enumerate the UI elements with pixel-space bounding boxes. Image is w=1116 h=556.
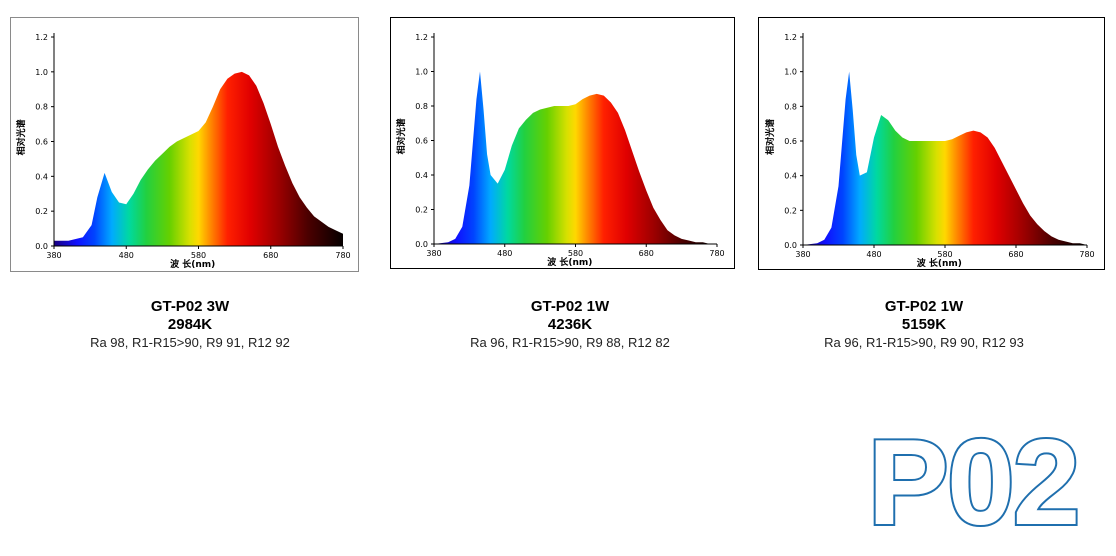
y-tick-label: 0.4 — [415, 171, 428, 180]
x-tick-label: 480 — [119, 251, 134, 260]
y-axis-label: 相对光谱 — [15, 119, 27, 155]
y-tick-label: 1.0 — [415, 68, 428, 77]
y-tick-label: 0.2 — [784, 206, 797, 215]
y-tick-label: 0.0 — [415, 240, 428, 249]
spectrum-chart-2: 0.0 0.2 0.4 0.6 0.8 1.0 1.2 380 480 580 680 780 波 长(… — [390, 17, 736, 270]
caption-stats: Ra 98, R1-R15>90, R9 91, R12 92 — [90, 335, 290, 350]
y-tick-label: 1.0 — [35, 68, 48, 77]
x-tick-label: 580 — [191, 251, 206, 260]
y-tick-label: 0.6 — [784, 137, 797, 146]
caption-2: GT-P02 1W 4236K Ra 96, R1-R15>90, R9 88,… — [420, 298, 720, 352]
x-tick-label: 780 — [1079, 250, 1094, 259]
caption-model: GT-P02 3W — [150, 298, 230, 315]
x-tick-label: 380 — [426, 249, 441, 258]
x-axis-label: 波 长(nm) — [547, 256, 592, 268]
p02-logo-text: P02 — [867, 428, 1078, 532]
y-tick-label: 0.6 — [35, 138, 48, 147]
x-tick-label: 580 — [937, 250, 952, 259]
y-tick-label: 1.0 — [784, 68, 797, 77]
spectrum-area — [54, 71, 343, 246]
x-tick-label: 680 — [1008, 250, 1023, 259]
spectrum-area — [434, 71, 717, 244]
x-tick-label: 680 — [263, 251, 278, 260]
x-tick-label: 780 — [709, 249, 724, 258]
y-tick-label: 0.8 — [35, 103, 48, 112]
x-tick-label: 580 — [568, 249, 583, 258]
caption-cct: 2984K — [167, 316, 213, 333]
y-tick-label: 0.0 — [35, 242, 48, 251]
caption-3: GT-P02 1W 5159K Ra 96, R1-R15>90, R9 90,… — [774, 298, 1074, 352]
x-tick-label: 680 — [639, 249, 654, 258]
spectrum-chart-1: 0.0 0.2 0.4 0.6 0.8 1.0 1.2 380 480 580 680 780 波 长(… — [10, 17, 360, 273]
y-tick-label: 1.2 — [784, 33, 797, 42]
spectrum-svg-3: 0.0 0.2 0.4 0.6 0.8 1.0 1.2 380 480 580 680 780 波 长(… — [758, 17, 1105, 270]
y-tick-label: 0.8 — [415, 102, 428, 111]
y-axis-label: 相对光谱 — [395, 118, 407, 154]
y-tick-label: 0.4 — [35, 172, 48, 181]
caption-1: GT-P02 3W 2984K Ra 98, R1-R15>90, R9 91,… — [40, 298, 340, 352]
x-tick-label: 780 — [335, 251, 350, 260]
y-tick-label: 0.8 — [784, 102, 797, 111]
p02-logo: P02 — [865, 428, 1082, 532]
y-tick-label: 1.2 — [35, 33, 48, 42]
y-axis-label: 相对光谱 — [764, 119, 776, 155]
spectrum-svg-2: 0.0 0.2 0.4 0.6 0.8 1.0 1.2 380 480 580 680 780 波 长(… — [390, 17, 735, 269]
spectrum-area — [803, 71, 1087, 245]
x-tick-label: 380 — [795, 250, 810, 259]
y-tick-label: 0.2 — [415, 206, 428, 215]
x-axis-label: 波 长(nm) — [170, 258, 215, 270]
caption-model: GT-P02 1W — [530, 298, 610, 315]
spectrum-chart-3: 0.0 0.2 0.4 0.6 0.8 1.0 1.2 380 480 580 680 780 波 长(… — [758, 17, 1106, 271]
y-tick-label: 0.6 — [415, 137, 428, 146]
x-tick-label: 480 — [497, 249, 512, 258]
caption-cct: 4236K — [547, 316, 593, 333]
caption-stats: Ra 96, R1-R15>90, R9 90, R12 93 — [824, 335, 1024, 350]
spectrum-svg-1: 0.0 0.2 0.4 0.6 0.8 1.0 1.2 380 480 580 680 780 波 长(… — [10, 17, 359, 272]
x-tick-label: 380 — [46, 251, 61, 260]
y-tick-label: 1.2 — [415, 33, 428, 42]
caption-model: GT-P02 1W — [884, 298, 964, 315]
caption-cct: 5159K — [901, 316, 947, 333]
x-axis-label: 波 长(nm) — [917, 257, 962, 269]
x-tick-label: 480 — [866, 250, 881, 259]
y-tick-label: 0.2 — [35, 207, 48, 216]
caption-stats: Ra 96, R1-R15>90, R9 88, R12 82 — [470, 335, 670, 350]
y-tick-label: 0.4 — [784, 172, 797, 181]
y-tick-label: 0.0 — [784, 241, 797, 250]
